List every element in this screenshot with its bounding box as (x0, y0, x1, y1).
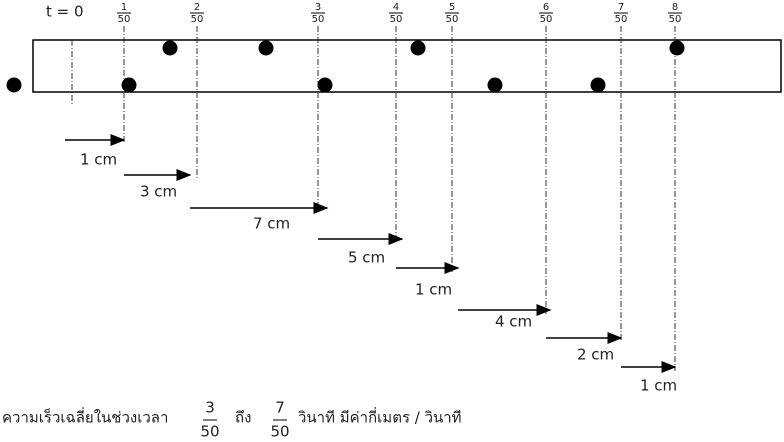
fraction-numerator: 7 (275, 399, 285, 417)
fraction-numerator: 5 (449, 2, 455, 13)
fraction-denominator: 50 (118, 14, 131, 25)
fraction-numerator: 1 (121, 2, 127, 13)
distance-label: 5 cm (348, 249, 385, 267)
fraction-denominator: 50 (270, 423, 289, 441)
fraction-denominator: 50 (446, 14, 459, 25)
fraction-denominator: 50 (312, 14, 325, 25)
tape-dot (258, 40, 274, 56)
distance-label: 4 cm (495, 313, 532, 331)
tape-dot (317, 77, 333, 93)
fraction-denominator: 50 (200, 423, 219, 441)
fraction-numerator: 6 (543, 2, 549, 13)
tape-dot (121, 77, 137, 93)
fraction-denominator: 50 (540, 14, 553, 25)
tape-dot (162, 40, 178, 56)
distance-label: 3 cm (140, 183, 177, 201)
fraction-numerator: 3 (205, 399, 215, 417)
tape-dot (410, 40, 426, 56)
distance-label: 1 cm (80, 151, 117, 169)
distance-label: 1 cm (640, 377, 677, 395)
tape (32, 39, 782, 93)
fraction-numerator: 8 (672, 2, 678, 13)
fraction-denominator: 50 (390, 14, 403, 25)
distance-label: 2 cm (577, 346, 614, 364)
distance-label: 1 cm (415, 281, 452, 299)
fraction-numerator: 4 (393, 2, 399, 13)
tape-dot (487, 77, 503, 93)
tape-dot (6, 77, 22, 93)
fraction-numerator: 3 (315, 2, 321, 13)
fraction-denominator: 50 (191, 14, 204, 25)
tape-dot (590, 77, 606, 93)
fraction-numerator: 7 (618, 2, 624, 13)
question-text: วินาที มีค่ากี่เมตร / วินาที (297, 407, 461, 427)
start-label: t = 0 (46, 3, 84, 21)
question-text: ความเร็วเฉลี่ยในช่วงเวลา (2, 407, 168, 427)
tape-dot (669, 40, 685, 56)
distance-label: 7 cm (253, 215, 290, 233)
fraction-numerator: 2 (194, 2, 200, 13)
fraction-denominator: 50 (669, 14, 682, 25)
fraction-denominator: 50 (615, 14, 628, 25)
question-text: ถึง (235, 409, 251, 427)
